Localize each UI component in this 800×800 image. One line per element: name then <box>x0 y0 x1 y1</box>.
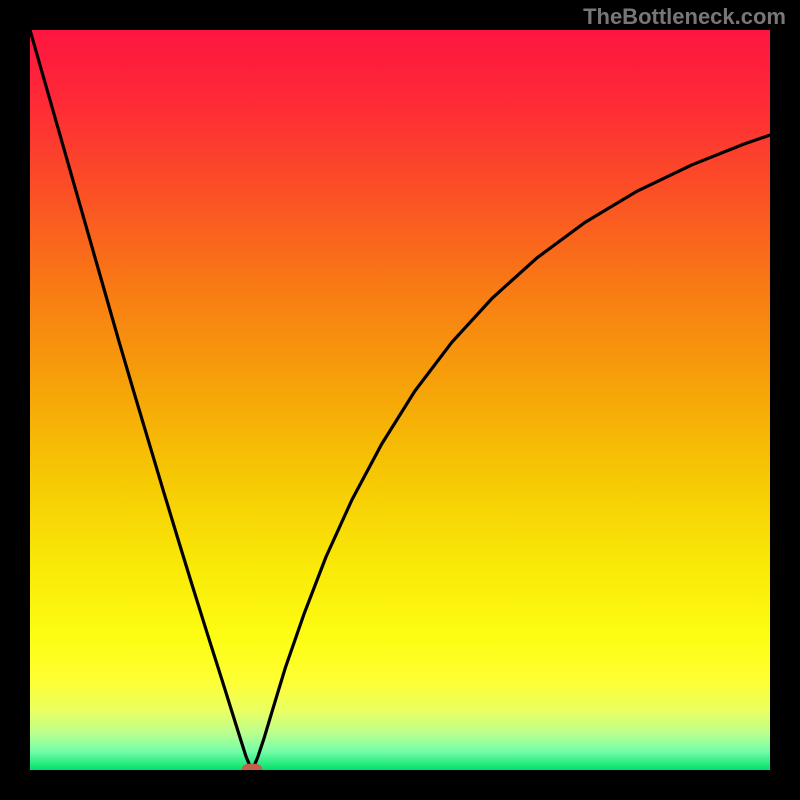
chart-container: TheBottleneck.com <box>0 0 800 800</box>
plot-area <box>30 30 770 770</box>
curve-layer <box>30 30 770 770</box>
watermark-text: TheBottleneck.com <box>583 4 786 30</box>
minimum-marker <box>242 764 263 770</box>
bottleneck-curve <box>30 30 770 770</box>
